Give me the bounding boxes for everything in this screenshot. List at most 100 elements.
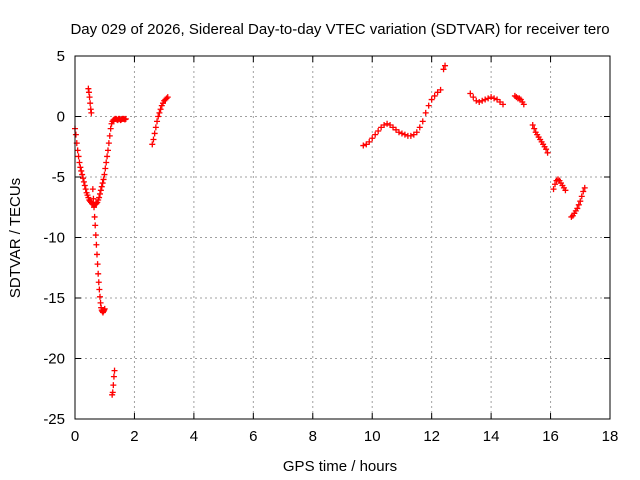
data-point [92,232,99,239]
data-point [96,286,103,293]
data-point [575,201,582,208]
data-point [574,205,581,212]
y-tick-label: 5 [57,48,65,65]
data-point [369,135,376,142]
data-point [163,95,170,102]
data-point [384,120,391,127]
data-point [470,94,477,101]
data-point [76,159,83,166]
x-tick-label: 18 [602,428,619,445]
x-tick-label: 6 [249,428,257,445]
data-point [93,251,100,258]
data-point [442,62,449,69]
data-point [562,187,569,194]
data-point [581,184,588,191]
data-point [543,146,550,153]
data-point [100,176,107,183]
data-point [428,96,435,103]
data-point [98,183,105,190]
data-point [440,66,447,73]
data-point [89,186,96,193]
x-tick-label: 14 [483,428,500,445]
data-point [104,153,111,160]
data-point [109,389,116,396]
data-point [95,270,102,277]
data-point [425,102,432,109]
data-point [476,98,483,105]
data-point [395,129,402,136]
data-point [473,97,480,104]
data-point [431,92,438,99]
data-point [413,129,420,136]
data-point [101,305,108,312]
data-point [578,193,585,200]
data-point [419,118,426,125]
data-point [550,186,557,193]
data-point [157,106,164,113]
x-tick-label: 16 [542,428,559,445]
data-point [580,188,587,195]
data-point [87,100,94,107]
y-tick-label: -5 [52,169,65,186]
data-point [467,90,474,97]
data-point [401,131,408,138]
data-point [360,142,367,149]
data-point [88,109,95,116]
data-point [154,118,161,125]
data-point [110,373,117,380]
data-point [150,136,157,143]
data-point [94,261,101,268]
data-point [105,140,112,147]
data-point [79,171,86,178]
data-point [97,187,104,194]
data-point [82,186,89,193]
data-point [366,138,373,145]
data-point [152,124,159,131]
data-point [106,132,113,139]
data-point [488,94,495,101]
data-point [104,147,111,154]
data-point [77,164,84,171]
data-point [531,125,538,132]
y-tick-label: -20 [43,351,65,368]
data-point [381,121,388,128]
data-point [80,175,87,182]
data-point [93,200,100,207]
data-point [375,128,382,135]
x-tick-label: 8 [309,428,317,445]
data-point [500,101,506,108]
data-point [422,109,429,116]
data-point [552,181,559,188]
axis-ticks: 0 2 4 6 8 10 12 14 16 18 -25 -20 -15 -10 -5 0 5 [43,48,618,445]
data-point [75,153,82,160]
data-point [93,241,100,248]
data-point [491,95,498,102]
x-tick-label: 4 [190,428,198,445]
x-tick-label: 10 [364,428,381,445]
y-tick-label: -10 [43,230,65,247]
data-point [164,94,171,101]
x-tick-label: 2 [130,428,138,445]
data-point [92,222,99,229]
data-point [122,115,129,122]
data-point [81,182,88,189]
data-point [80,178,87,185]
plot-frame [74,55,611,420]
data-point [111,367,118,374]
data-point [96,190,103,197]
data-point [96,293,103,300]
data-point [91,213,98,220]
data-point [149,141,156,148]
y-tick-label: -15 [43,290,65,307]
data-point [91,204,98,211]
data-point [72,131,79,138]
data-point [90,195,97,202]
x-tick-label: 12 [423,428,440,445]
data-point [96,194,103,201]
data-points [72,62,588,398]
x-tick-label: 0 [71,428,79,445]
data-point [372,131,379,138]
data-point [437,86,444,93]
chart-title: Day 029 of 2026, Sidereal Day-to-day VTE… [70,21,609,38]
